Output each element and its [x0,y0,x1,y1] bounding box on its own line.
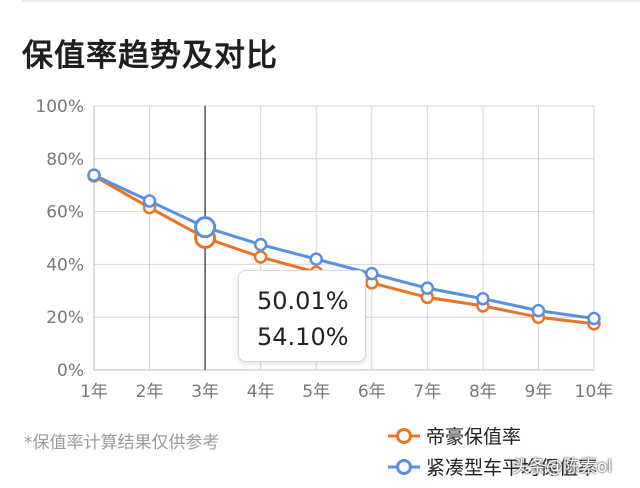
legend-swatch-blue-icon [388,458,420,475]
y-tick-label: 100% [35,97,84,117]
chart-title: 保值率趋势及对比 [22,38,278,74]
line-chart[interactable]: 0% 20% 40% 60% 80% 100% 1年 2年 3年 4年 5年 6年 7年 8年 9年 10年 [0,0,640,410]
x-tick-label: 4年 [247,382,275,402]
y-tick-label: 20% [46,308,84,328]
x-tick-label: 10年 [575,382,614,402]
watermark: 头条@陈素ol [512,457,613,477]
y-tick-label: 80% [46,150,84,170]
tooltip-value-series2: 54.10% [257,323,349,351]
data-point-series1 [253,250,268,264]
data-point-series2 [87,168,101,182]
data-point-series2 [142,194,157,208]
x-tick-label: 7年 [413,382,441,402]
y-tick-label: 60% [46,203,84,223]
data-point-series2 [194,216,217,239]
tooltip-value-series1: 50.01% [257,287,349,315]
x-tick-label: 3年 [191,382,219,402]
data-point-series2 [253,237,268,252]
x-tick-label: 6年 [358,382,386,402]
data-point-series2 [365,266,379,281]
data-point-series2 [531,303,546,318]
data-point-series2 [587,311,601,326]
footnote: *保值率计算结果仅供参考 [24,433,220,453]
x-tick-label: 5年 [302,382,330,402]
legend-item-series2[interactable]: 紧凑型车平均保值率 [388,451,597,482]
data-point-series2 [476,291,490,306]
data-point-series2 [420,281,435,295]
legend-item-series1[interactable]: 帝豪保值率 [388,420,597,451]
legend-label-series1: 帝豪保值率 [426,426,522,448]
legend-swatch-orange-icon [388,427,420,444]
series-line-2 [93,173,595,321]
y-tick-label: 0% [57,361,84,381]
x-tick-label: 1年 [80,382,108,402]
value-tooltip: 50.01% 54.10% [238,270,366,362]
data-point-series2 [309,252,323,266]
y-tick-label: 40% [46,255,84,275]
x-tick-label: 2年 [136,382,164,402]
legend: 帝豪保值率 紧凑型车平均保值率 [388,420,597,482]
legend-label-series2: 紧凑型车平均保值率 [426,457,598,479]
top-divider [22,0,640,2]
x-tick-label: 8年 [469,382,497,402]
x-tick-label: 9年 [525,382,553,402]
